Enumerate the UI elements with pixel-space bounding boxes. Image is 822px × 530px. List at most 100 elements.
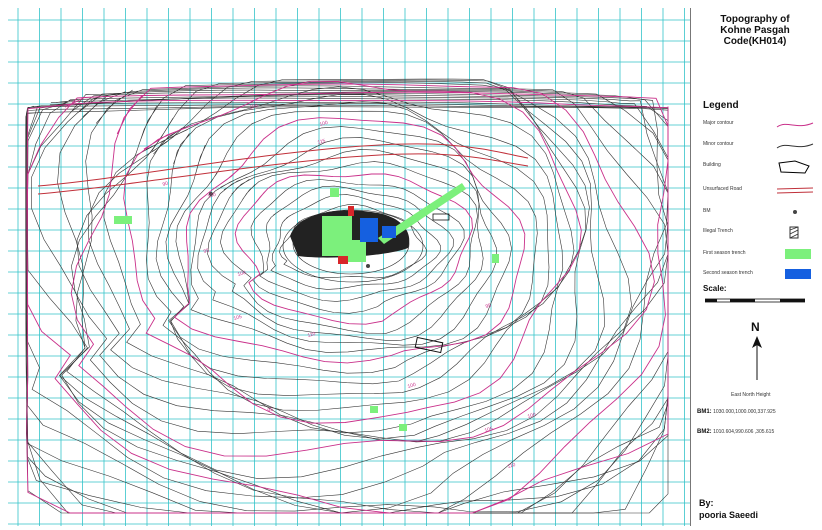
minor-contour bbox=[165, 101, 550, 385]
legend-label: Second season trench bbox=[703, 270, 753, 276]
major-contour-icon bbox=[776, 122, 814, 128]
first-season-trench bbox=[492, 254, 499, 263]
contour-label: 110 bbox=[507, 462, 516, 470]
first-season-trench bbox=[114, 216, 132, 224]
minor-contour bbox=[220, 161, 478, 334]
minor-contour bbox=[31, 89, 669, 514]
minor-contour bbox=[155, 93, 564, 396]
map-title-line-3: Code(KH014) bbox=[723, 36, 787, 47]
minor-contour bbox=[259, 185, 454, 302]
contour-label: 100 bbox=[407, 382, 417, 390]
minor-contour bbox=[27, 90, 669, 514]
bm1-label: BM1: bbox=[697, 409, 712, 415]
trench-marker bbox=[338, 256, 348, 264]
legend-heading: Legend bbox=[703, 100, 739, 111]
minor-contour bbox=[279, 204, 427, 279]
author-name: pooria Saeedi bbox=[699, 510, 759, 520]
contour-labels: 100 100 90 95 100 105 110 95 95 100 105 110 115 120 10… bbox=[162, 103, 537, 470]
north-arrow-icon bbox=[752, 336, 762, 380]
first-season-trench bbox=[322, 216, 352, 256]
benchmark-icon bbox=[366, 264, 370, 268]
minor-contour bbox=[25, 104, 669, 514]
minor-contour bbox=[103, 78, 587, 434]
first-season-trench bbox=[370, 406, 378, 413]
bm2-coordinates: BM2: 1010.604,990.606 ,305.615 bbox=[697, 429, 774, 435]
minor-contour bbox=[197, 137, 498, 346]
legend-label: Minor contour bbox=[703, 141, 734, 147]
second-season-trench bbox=[360, 218, 378, 242]
second-season-trench bbox=[382, 226, 396, 238]
contour-label: 105 bbox=[233, 314, 243, 322]
bm2-value: 1010.604,990.606 ,305.615 bbox=[713, 429, 775, 435]
minor-contour bbox=[145, 86, 575, 411]
illegal-trench-icon bbox=[789, 226, 799, 239]
legend-label: Building bbox=[703, 162, 721, 168]
road-icon bbox=[776, 187, 814, 194]
contour-label: 105 bbox=[484, 426, 494, 434]
coordinate-header: East North Height bbox=[731, 392, 771, 398]
building-outline-icon bbox=[778, 160, 810, 174]
unsurfaced-road bbox=[37, 143, 529, 187]
first-season-trench bbox=[330, 188, 339, 197]
contour-label: 100 bbox=[527, 412, 537, 420]
topographic-map: 100 100 90 95 100 105 110 95 95 100 105 110 115 120 10… bbox=[8, 8, 690, 526]
map-title-line-2: Kohne Pasgah bbox=[720, 25, 790, 36]
trench-marker bbox=[348, 206, 354, 216]
north-label: N bbox=[751, 320, 760, 334]
legend-label: Major contour bbox=[703, 120, 734, 126]
major-contour bbox=[234, 173, 473, 325]
major-contour bbox=[173, 117, 526, 364]
minor-contour bbox=[71, 82, 632, 443]
legend-label: BM bbox=[703, 208, 711, 214]
contour-label: 100 bbox=[249, 103, 259, 111]
legend-label: Unsurfaced Road bbox=[703, 186, 742, 192]
contour-label: 115 bbox=[317, 138, 326, 146]
minor-contour bbox=[25, 106, 669, 514]
legend-item-road: Unsurfaced Road bbox=[703, 184, 815, 198]
minor-contour bbox=[270, 194, 441, 290]
legend-item-building: Building bbox=[703, 160, 815, 174]
minor-contour bbox=[25, 103, 669, 514]
major-contour bbox=[70, 83, 655, 457]
legend-item-illegal-trench: Illegal Trench bbox=[703, 226, 815, 240]
contour-label: 95 bbox=[485, 303, 492, 310]
bm2-label: BM2: bbox=[697, 429, 712, 435]
legend-item-first-season-trench: First season trench bbox=[703, 248, 815, 262]
major-contour bbox=[123, 80, 582, 424]
second-season-trench-swatch bbox=[785, 269, 811, 279]
minor-contour bbox=[190, 126, 512, 353]
major-contour bbox=[26, 99, 669, 514]
bm1-coordinates: BM1: 1030.000,1000.000,337.925 bbox=[697, 409, 776, 415]
author-label: By: bbox=[699, 498, 714, 508]
first-season-trench bbox=[378, 183, 466, 244]
benchmark-icon bbox=[209, 192, 213, 196]
legend-item-minor-contour: Minor contour bbox=[703, 139, 815, 153]
legend-label: First season trench bbox=[703, 250, 746, 256]
building bbox=[432, 213, 450, 221]
first-season-trench-swatch bbox=[785, 249, 811, 259]
minor-contour-icon bbox=[776, 143, 814, 149]
legend-item-major-contour: Major contour bbox=[703, 118, 815, 132]
contour-label: 110 bbox=[307, 331, 316, 339]
benchmark-icon bbox=[793, 210, 797, 214]
contour-label: 95 bbox=[267, 407, 274, 414]
minor-contour bbox=[57, 87, 669, 499]
first-season-trench bbox=[348, 240, 366, 262]
contour-label: 100 bbox=[319, 120, 329, 128]
contour-label: 100 bbox=[237, 270, 247, 278]
contour-label: 95 bbox=[203, 248, 210, 255]
north-arrow: N bbox=[745, 320, 769, 380]
first-season-trench bbox=[399, 424, 407, 431]
scale-label: Scale: bbox=[703, 284, 727, 293]
map-title-line-1: Topography of bbox=[720, 14, 790, 25]
legend-item-second-season-trench: Second season trench bbox=[703, 268, 815, 282]
scale-bar bbox=[705, 298, 805, 303]
unsurfaced-road bbox=[37, 153, 529, 195]
contour-label: 90 bbox=[162, 181, 169, 188]
bm1-value: 1030.000,1000.000,337.925 bbox=[713, 409, 776, 415]
legend-panel: Topography of Kohne Pasgah Code(KH014) L… bbox=[690, 8, 819, 526]
minor-contour bbox=[87, 79, 590, 440]
contour-label: 120 bbox=[207, 192, 217, 200]
major-contours bbox=[26, 80, 669, 514]
